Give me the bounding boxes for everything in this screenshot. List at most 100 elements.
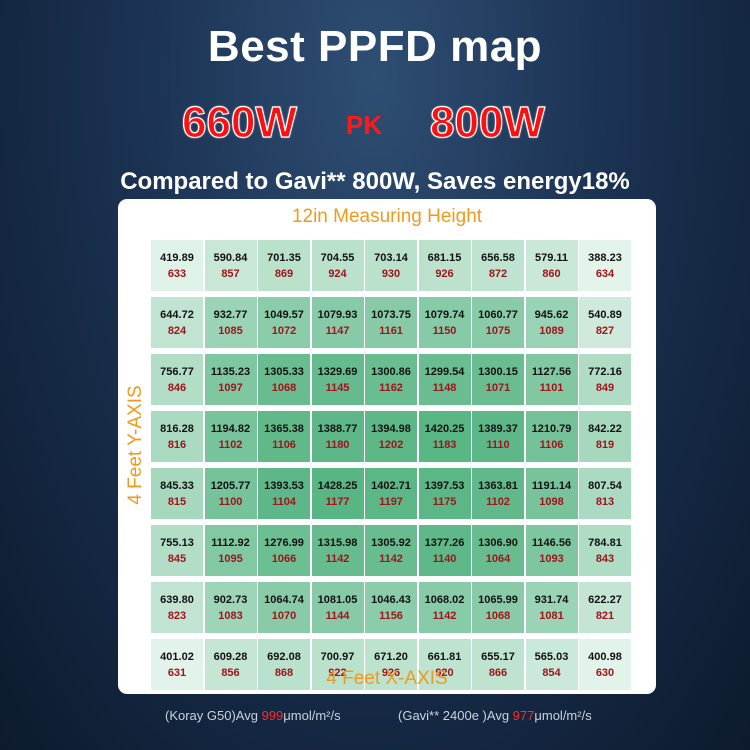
heatmap-cell: 1329.69 1145: [311, 354, 364, 405]
footer-left-prefix: (Koray G50)Avg: [165, 708, 262, 723]
cell-value-koray: 1068.02: [424, 593, 465, 606]
heatmap-cell: 681.15 926: [418, 240, 471, 291]
cell-value-gavi: 1142: [379, 552, 403, 565]
cell-value-gavi: 872: [488, 267, 508, 280]
heatmap-cell: 1300.15 1071: [472, 354, 524, 405]
cell-value-gavi: 1102: [218, 438, 243, 451]
cell-value-koray: 1315.98: [317, 536, 358, 549]
footer-left-unit: μmol/m²/s: [283, 708, 341, 723]
cell-value-koray: 1112.92: [211, 536, 250, 549]
heatmap-cell: 1315.98 1142: [311, 525, 364, 576]
heatmap-cell: 1394.98 1202: [365, 411, 417, 462]
cell-value-gavi: 823: [167, 609, 187, 622]
heatmap-cell: 704.55 924: [311, 240, 364, 291]
cell-value-koray: 590.84: [213, 251, 248, 264]
cell-value-gavi: 846: [167, 381, 187, 394]
heatmap-cell: 590.84 857: [204, 240, 257, 291]
heatmap-cell: 1363.81 1102: [472, 468, 524, 519]
heatmap-cell: 1046.43 1156: [365, 582, 417, 633]
cell-value-gavi: 1202: [378, 438, 404, 451]
cell-value-koray: 1079.74: [424, 308, 465, 321]
cell-value-gavi: 1070: [271, 609, 297, 622]
cell-value-koray: 772.16: [588, 365, 622, 378]
cell-value-gavi: 1093: [539, 552, 564, 565]
cell-value-gavi: 866: [488, 666, 508, 679]
cell-value-koray: 1194.82: [210, 422, 251, 435]
cell-value-gavi: 1102: [486, 495, 510, 508]
cell-value-koray: 807.54: [588, 479, 622, 492]
cell-value-gavi: 1068: [485, 609, 511, 622]
heatmap-cell: 692.08 868: [258, 639, 310, 690]
cell-value-koray: 1329.69: [317, 365, 358, 378]
cell-value-gavi: 869: [274, 267, 294, 280]
heatmap-cell: 1127.56 1101: [525, 354, 578, 405]
footer-left-value: 999: [261, 708, 284, 723]
heatmap-cell: 1365.38 1106: [258, 411, 310, 462]
heatmap-cell: 1276.99 1066: [258, 525, 310, 576]
cell-value-gavi: 1072: [271, 324, 297, 337]
cell-value-gavi: 821: [595, 609, 615, 622]
cell-value-koray: 1363.81: [478, 479, 518, 492]
cell-value-gavi: 1140: [432, 552, 457, 565]
cell-value-gavi: 1081: [539, 609, 564, 622]
cell-value-koray: 931.74: [534, 593, 569, 606]
cell-value-koray: 661.81: [427, 650, 462, 663]
cell-value-koray: 1064.74: [264, 593, 304, 606]
cell-value-koray: 1210.79: [531, 422, 572, 435]
cell-value-gavi: 857: [221, 267, 240, 280]
cell-value-gavi: 930: [381, 267, 401, 280]
heatmap-cell: 756.77 846: [151, 354, 203, 405]
cell-value-koray: 784.81: [588, 536, 622, 549]
cell-value-koray: 401.02: [160, 650, 194, 663]
cell-value-gavi: 1144: [325, 609, 350, 622]
cell-value-koray: 1394.98: [371, 422, 411, 435]
cell-value-koray: 1127.56: [531, 365, 572, 378]
cell-value-gavi: 634: [595, 267, 615, 280]
cell-value-gavi: 813: [595, 495, 615, 508]
heatmap-cell: 1393.53 1104: [258, 468, 310, 519]
heatmap-cell: 902.73 1083: [204, 582, 257, 633]
heatmap-cell: 784.81 843: [579, 525, 631, 576]
footer-left-average: (Koray G50)Avg 999μmol/m²/s: [165, 708, 341, 723]
cell-value-koray: 1306.90: [478, 536, 518, 549]
heatmap-cell: 1428.25 1177: [311, 468, 364, 519]
cell-value-koray: 701.35: [267, 251, 301, 264]
cell-value-koray: 671.20: [374, 650, 408, 663]
heatmap-cell: 1205.77 1100: [204, 468, 257, 519]
cell-value-koray: 1420.25: [424, 422, 465, 435]
cell-value-gavi: 1148: [432, 381, 457, 394]
cell-value-gavi: 1066: [271, 552, 297, 565]
heatmap-cell: 609.28 856: [204, 639, 257, 690]
cell-value-koray: 842.22: [588, 422, 622, 435]
heatmap-cell: 565.03 854: [525, 639, 578, 690]
cell-value-koray: 1305.33: [264, 365, 304, 378]
cell-value-gavi: 854: [542, 666, 561, 679]
cell-value-koray: 703.14: [374, 251, 408, 264]
heatmap-cell: 655.17 866: [472, 639, 524, 690]
cell-value-koray: 1081.05: [317, 593, 358, 606]
heatmap-cell: 622.27 821: [579, 582, 631, 633]
cell-value-gavi: 1089: [539, 324, 564, 337]
heatmap-cell: 1146.56 1093: [525, 525, 578, 576]
heatmap-cell: 1305.92 1142: [365, 525, 417, 576]
cell-value-gavi: 1104: [272, 495, 296, 508]
cell-value-koray: 400.98: [588, 650, 622, 663]
cell-value-koray: 579.11: [534, 251, 569, 264]
heatmap-cell: 1079.74 1150: [418, 297, 471, 348]
cell-value-gavi: 1161: [379, 324, 403, 337]
cell-value-gavi: 815: [167, 495, 187, 508]
cell-value-gavi: 926: [435, 267, 454, 280]
cell-value-gavi: 630: [595, 666, 615, 679]
cell-value-koray: 1402.71: [371, 479, 411, 492]
heatmap-cell: 1306.90 1064: [472, 525, 524, 576]
cell-value-gavi: 816: [167, 438, 187, 451]
heatmap-cell: 400.98 630: [579, 639, 631, 690]
cell-value-gavi: 819: [595, 438, 615, 451]
heatmap-cell: 1300.86 1162: [365, 354, 417, 405]
heatmap-cell: 401.02 631: [151, 639, 203, 690]
cell-value-koray: 565.03: [534, 650, 569, 663]
heatmap-cell: 842.22 819: [579, 411, 631, 462]
page-title: Best PPFD map: [207, 22, 543, 71]
cell-value-gavi: 856: [221, 666, 240, 679]
cell-value-gavi: 1183: [432, 438, 457, 451]
